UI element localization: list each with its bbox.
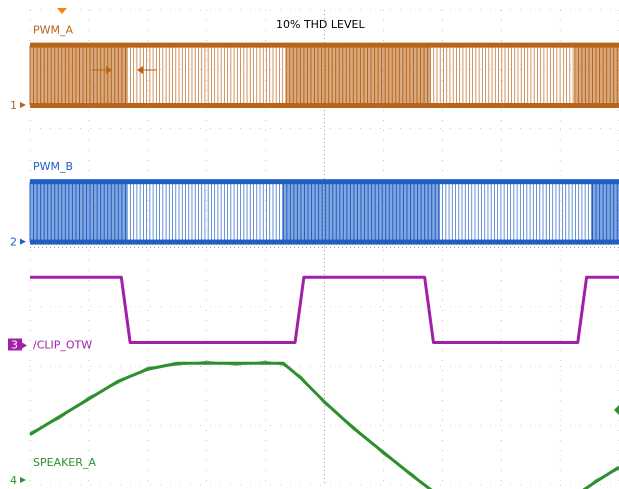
channel-3-marker: 3 [11,339,18,352]
pwm-b-label: PWM_B [33,160,73,173]
pwm-a-high-rail [30,42,619,48]
channel-3-arrow-icon [22,342,27,349]
speaker-a-label: SPEAKER_A [33,456,96,469]
trigger-position-icon [57,8,67,14]
pwm-a-trace [29,42,619,108]
pwm-b-low-rail [30,239,619,245]
speaker-a-level-marker-icon [614,405,619,415]
right-arrow-icon [106,66,112,74]
left-arrow-icon [137,66,143,74]
traces [29,42,619,489]
pwm-b-dense-block [592,182,619,242]
pwm-b-trace [29,179,619,245]
channel-1-arrow-icon [20,102,26,108]
channel-2-arrow-icon [20,238,26,245]
channel-1-marker: 1 [10,99,17,112]
channel-3-marker-box [8,338,22,351]
chart-title: 10% THD LEVEL [276,18,365,31]
clip-otw-trace [30,275,619,344]
channel-labels: 1 PWM_A 2 PWM_B 3/CLIP_OTW 4 SPEAKER_A [8,24,619,487]
pwm-a-low-rail [30,103,619,108]
channel-4-arrow-icon [20,477,26,483]
speaker-a-trace-noise [29,360,619,489]
clip-otw-label: /CLIP_OTW [33,339,92,352]
channel-4-marker: 4 [10,474,17,487]
channel-2-marker: 2 [10,236,17,249]
pwm-b-high-rail [30,179,619,185]
pwm-a-label: PWM_A [33,24,74,37]
